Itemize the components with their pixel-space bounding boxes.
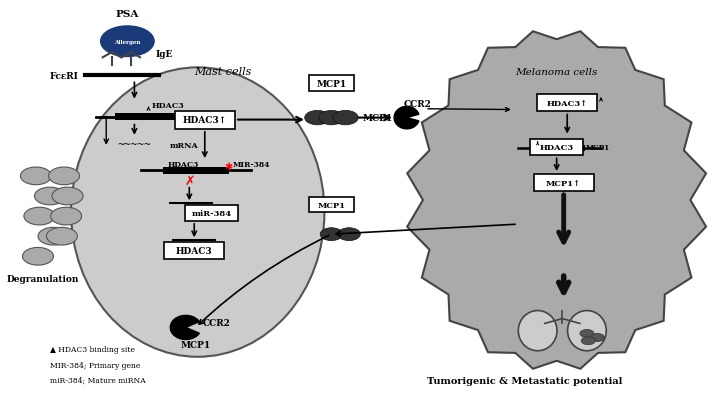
Circle shape [305, 111, 330, 126]
Text: Tumorigenic & Metastatic potential: Tumorigenic & Metastatic potential [428, 376, 623, 385]
Text: miR-384; Mature miRNA: miR-384; Mature miRNA [50, 376, 146, 384]
Text: mRNA: mRNA [169, 141, 198, 149]
Text: MIR-384: MIR-384 [233, 160, 270, 168]
Circle shape [580, 330, 594, 338]
FancyBboxPatch shape [164, 242, 224, 259]
Text: Degranulation: Degranulation [6, 274, 79, 283]
Circle shape [22, 248, 54, 265]
Text: MCP1: MCP1 [317, 201, 345, 209]
Circle shape [46, 228, 77, 245]
FancyBboxPatch shape [309, 76, 355, 92]
Text: MCP1: MCP1 [363, 114, 393, 123]
Text: HDAC3: HDAC3 [540, 144, 573, 152]
Circle shape [24, 208, 55, 225]
FancyBboxPatch shape [537, 95, 597, 112]
Text: HDAC3: HDAC3 [167, 161, 199, 169]
Text: MCP1: MCP1 [586, 144, 610, 152]
Circle shape [101, 27, 154, 57]
Text: MIR-384; Primary gene: MIR-384; Primary gene [50, 361, 140, 369]
Text: HDAC3: HDAC3 [152, 101, 184, 109]
FancyBboxPatch shape [175, 111, 235, 129]
Text: Allergen: Allergen [114, 40, 141, 45]
Text: MCP1: MCP1 [316, 80, 347, 89]
Text: MCP1: MCP1 [180, 340, 211, 349]
FancyBboxPatch shape [309, 198, 355, 213]
FancyBboxPatch shape [162, 167, 230, 174]
Circle shape [320, 228, 342, 241]
Circle shape [591, 334, 604, 342]
FancyBboxPatch shape [531, 140, 583, 156]
Text: HDAC3: HDAC3 [176, 246, 212, 255]
Text: ▲ HDAC3 binding site: ▲ HDAC3 binding site [50, 345, 135, 353]
Circle shape [52, 188, 83, 205]
Circle shape [38, 228, 69, 245]
Text: Mast cells: Mast cells [194, 67, 251, 77]
Text: ✗: ✗ [184, 174, 194, 187]
Circle shape [333, 111, 358, 126]
FancyBboxPatch shape [115, 114, 182, 121]
Ellipse shape [568, 311, 606, 351]
Polygon shape [170, 316, 199, 340]
Circle shape [337, 228, 360, 241]
Circle shape [49, 168, 79, 185]
Text: CCR2: CCR2 [404, 100, 432, 109]
Ellipse shape [71, 68, 325, 357]
Circle shape [21, 168, 51, 185]
Circle shape [319, 111, 344, 126]
Text: ~~~~~: ~~~~~ [117, 140, 152, 150]
Text: miR-384: miR-384 [192, 209, 232, 217]
Text: IgE: IgE [156, 50, 173, 59]
Text: HDAC3↑: HDAC3↑ [547, 99, 588, 107]
Text: HDAC3↑: HDAC3↑ [182, 116, 227, 125]
FancyBboxPatch shape [536, 145, 585, 152]
Text: CCR2: CCR2 [202, 318, 230, 327]
Circle shape [581, 337, 596, 345]
FancyBboxPatch shape [534, 175, 593, 192]
FancyBboxPatch shape [185, 206, 238, 221]
Text: MCP1↑: MCP1↑ [546, 179, 581, 187]
Circle shape [51, 208, 82, 225]
Polygon shape [408, 32, 706, 369]
Text: PSA: PSA [116, 10, 139, 18]
Text: ✱: ✱ [224, 162, 232, 171]
Text: Melanoma cells: Melanoma cells [516, 68, 598, 77]
Ellipse shape [518, 311, 557, 351]
Circle shape [34, 188, 66, 205]
Polygon shape [394, 107, 419, 130]
Text: FcεRI: FcεRI [49, 72, 78, 81]
